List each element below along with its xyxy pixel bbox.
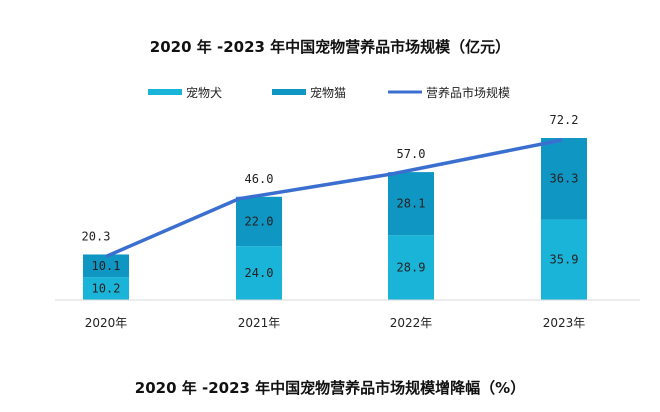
legend-swatch xyxy=(272,89,306,95)
bar-cat-label: 22.0 xyxy=(245,214,274,228)
x-ticks: 2020年 2021年 2022年 2023年 xyxy=(85,316,586,330)
bar-dog-label: 24.0 xyxy=(245,266,274,280)
bar-dog-label: 28.9 xyxy=(397,261,426,275)
legend-swatch xyxy=(148,89,182,95)
bar-dog-label: 35.9 xyxy=(550,253,579,267)
bar-dog xyxy=(388,235,434,300)
x-tick-label: 2021年 xyxy=(238,316,281,330)
x-tick-label: 2023年 xyxy=(543,316,586,330)
bar-dog xyxy=(83,277,129,300)
bar-cat-label: 28.1 xyxy=(397,197,426,211)
bar-cat xyxy=(388,172,434,236)
chart-title: 2020 年 -2023 年中国宠物营养品市场规模（亿元） xyxy=(150,38,510,56)
bar-cat xyxy=(541,138,587,220)
bar-dog xyxy=(236,246,282,300)
legend-label: 宠物猫 xyxy=(310,85,346,100)
next-chart-title: 2020 年 -2023 年中国宠物营养品市场规模增降幅（%） xyxy=(135,379,525,397)
bars: 10.2 10.1 24.0 22.0 28.9 28.1 35.9 36.3 xyxy=(83,138,587,300)
line-point-label: 72.2 xyxy=(550,113,579,127)
line-point-label: 46.0 xyxy=(245,172,274,186)
bar-cat xyxy=(83,254,129,278)
line-point-label: 57.0 xyxy=(397,147,426,161)
legend-label: 宠物犬 xyxy=(186,85,222,100)
line-series: 20.3 46.0 57.0 72.2 xyxy=(82,113,579,259)
x-tick-label: 2022年 xyxy=(390,316,433,330)
line-total xyxy=(105,138,563,259)
bar-dog xyxy=(541,219,587,300)
x-tick-label: 2020年 xyxy=(85,316,128,330)
bar-cat xyxy=(236,196,282,247)
line-point-label: 20.3 xyxy=(82,229,111,243)
bar-dog-label: 10.2 xyxy=(92,282,121,296)
bar-cat-label: 36.3 xyxy=(550,172,579,186)
bar-cat-label: 10.1 xyxy=(92,259,121,273)
legend-label: 营养品市场规模 xyxy=(426,85,510,100)
legend: 宠物犬 宠物猫 营养品市场规模 xyxy=(148,85,510,100)
